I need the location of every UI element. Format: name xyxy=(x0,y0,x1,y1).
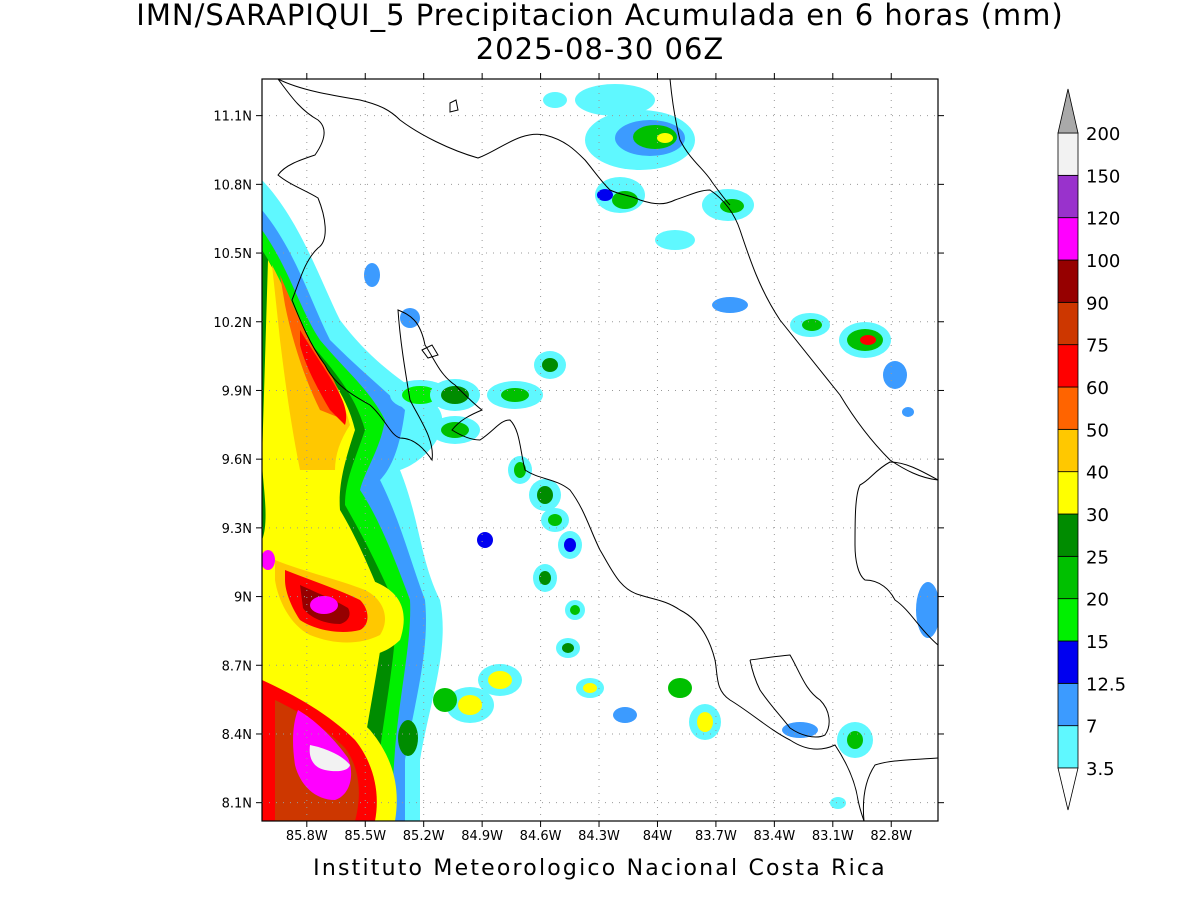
lat-tick-label: 8.1N xyxy=(222,797,252,812)
lon-tick-label: 84.3W xyxy=(578,829,620,844)
lat-tick-label: 10.5N xyxy=(213,247,252,262)
colorbar-label: 3.5 xyxy=(1086,759,1115,780)
lat-tick-label: 9.9N xyxy=(222,384,252,399)
colorbar-label: 120 xyxy=(1086,209,1120,230)
precip-contour xyxy=(309,745,350,772)
lat-tick-label: 9.3N xyxy=(222,522,252,537)
lon-tick-label: 83.7W xyxy=(695,829,737,844)
colorbar-swatch xyxy=(1057,132,1079,176)
colorbar-under-triangle xyxy=(1057,767,1079,811)
coastline xyxy=(277,79,865,821)
precipitation-field xyxy=(262,84,938,821)
colorbar-swatch xyxy=(1057,555,1079,600)
colorbar-swatch xyxy=(1057,513,1079,557)
colorbar-over-triangle xyxy=(1057,88,1079,134)
colorbar-label: 7 xyxy=(1086,717,1097,738)
panama-border xyxy=(854,461,938,646)
lat-tick-label: 10.8N xyxy=(213,178,252,193)
precip-contour xyxy=(310,596,338,614)
colorbar-label: 12.5 xyxy=(1086,674,1126,695)
burica-coast xyxy=(862,757,938,821)
lat-tick-label: 8.4N xyxy=(222,728,252,743)
precip-contour xyxy=(262,550,275,570)
lake-nicaragua-island xyxy=(449,99,459,113)
map-subtitle: 2025-08-30 06Z xyxy=(475,32,725,66)
colorbar-swatch xyxy=(1057,217,1079,261)
colorbar-label: 25 xyxy=(1086,547,1109,568)
northern-cells xyxy=(543,84,914,417)
map-frame xyxy=(261,78,939,822)
colorbar-label: 90 xyxy=(1086,293,1109,314)
institution-footer: Instituto Meteorologico Nacional Costa R… xyxy=(313,856,887,881)
colorbar-label: 50 xyxy=(1086,420,1109,441)
colorbar-legend: 3.5 7 12.5 15 20 25 30 40 50 60 75 90 100 120 150 200 xyxy=(1057,88,1126,811)
colorbar-swatch xyxy=(1057,725,1079,769)
colorbar-swatch xyxy=(1057,301,1079,346)
colorbar-swatch xyxy=(1057,428,1079,473)
lon-tick-label: 85.5W xyxy=(344,829,386,844)
map-gridlines xyxy=(262,79,938,821)
colorbar-swatch xyxy=(1057,259,1079,303)
colorbar-label: 200 xyxy=(1086,124,1120,145)
colorbar-swatch xyxy=(1057,682,1079,727)
lon-tick-label: 85.8W xyxy=(286,829,328,844)
colorbar-swatch xyxy=(1057,386,1079,430)
colorbar-swatch xyxy=(1057,344,1079,388)
coastlines-and-borders xyxy=(277,79,938,821)
lon-tick-label: 84.6W xyxy=(520,829,562,844)
precip-contour xyxy=(300,330,347,425)
colorbar-swatch xyxy=(1057,471,1079,515)
gulf-island xyxy=(421,344,439,359)
map-title: IMN/SARAPIQUI_5 Precipitacion Acumulada … xyxy=(136,0,1064,32)
colorbar-label: 150 xyxy=(1086,166,1120,187)
northern-coast xyxy=(277,79,938,481)
colorbar-swatch xyxy=(1057,640,1079,684)
lon-tick-label: 84.9W xyxy=(461,829,503,844)
colorbar-label: 40 xyxy=(1086,463,1109,484)
lon-tick-label: 83.1W xyxy=(812,829,854,844)
lat-tick-label: 10.2N xyxy=(213,316,252,331)
lat-tick-label: 11.1N xyxy=(213,110,252,125)
lon-tick-label: 84W xyxy=(643,829,673,844)
lat-tick-label: 9.6N xyxy=(222,453,252,468)
colorbar-label: 75 xyxy=(1086,336,1109,357)
colorbar-label: 60 xyxy=(1086,378,1109,399)
lon-tick-label: 85.2W xyxy=(403,829,445,844)
colorbar-swatch xyxy=(1057,598,1079,642)
colorbar-swatch xyxy=(1057,174,1079,219)
nicaragua-border xyxy=(669,79,731,206)
scattered-cells xyxy=(364,263,938,809)
colorbar-label: 20 xyxy=(1086,590,1109,611)
colorbar-label: 15 xyxy=(1086,632,1109,653)
lon-tick-label: 83.4W xyxy=(753,829,795,844)
map-axes: 11.1N 10.8N 10.5N 10.2N 9.9N 9.6N 9.3N 9N 8.7N 8.… xyxy=(213,73,944,844)
lat-tick-label: 9N xyxy=(234,591,252,606)
lat-tick-label: 8.7N xyxy=(222,659,252,674)
colorbar-label: 30 xyxy=(1086,505,1109,526)
lon-tick-label: 82.8W xyxy=(870,829,912,844)
colorbar-label: 100 xyxy=(1086,251,1120,272)
osa-peninsula xyxy=(749,654,830,738)
